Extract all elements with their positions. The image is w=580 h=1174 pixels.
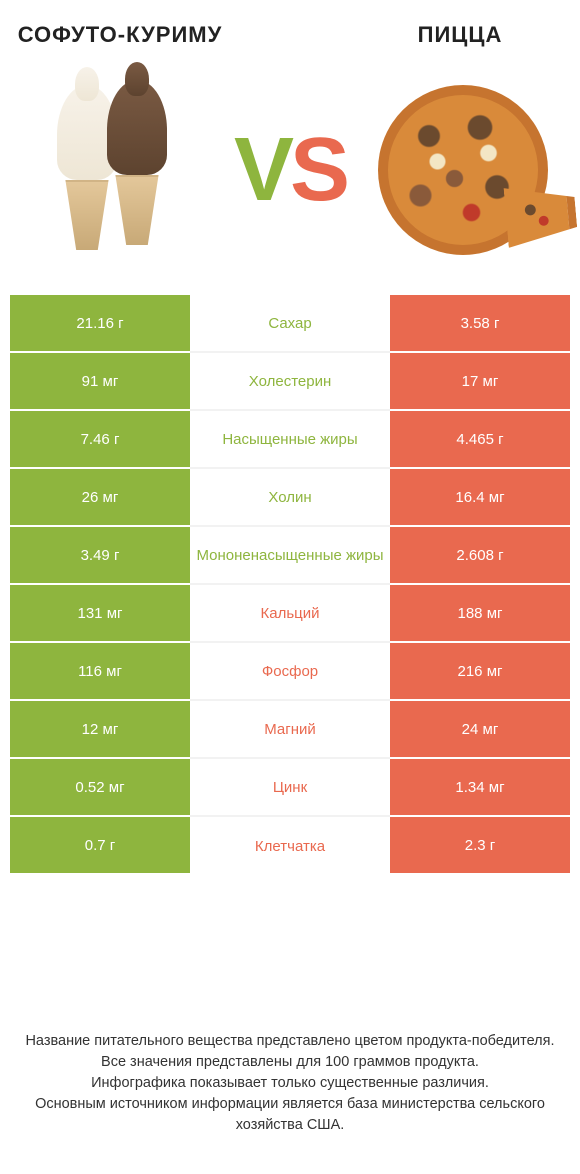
left-value: 0.7 г [10, 817, 190, 875]
table-row: 0.7 гКлетчатка2.3 г [10, 817, 570, 875]
left-value: 116 мг [10, 643, 190, 701]
right-value: 16.4 мг [390, 469, 570, 527]
vs-v: V [234, 120, 290, 220]
left-image [0, 80, 234, 260]
table-row: 131 мгКальций188 мг [10, 585, 570, 643]
left-value: 3.49 г [10, 527, 190, 585]
right-title: ПИЦЦА [340, 22, 580, 48]
left-value: 131 мг [10, 585, 190, 643]
comparison-table: 21.16 гСахар3.58 г91 мгХолестерин17 мг7.… [10, 295, 570, 875]
vs-label: VS [234, 119, 346, 222]
table-row: 91 мгХолестерин17 мг [10, 353, 570, 411]
nutrient-label: Магний [190, 701, 390, 759]
footer-line-1: Название питательного вещества представл… [25, 1033, 554, 1049]
nutrient-label: Клетчатка [190, 817, 390, 875]
left-title: СОФУТО-КУРИМУ [0, 22, 240, 48]
right-value: 4.465 г [390, 411, 570, 469]
table-row: 7.46 гНасыщенные жиры4.465 г [10, 411, 570, 469]
left-value: 12 мг [10, 701, 190, 759]
right-value: 216 мг [390, 643, 570, 701]
nutrient-label: Холестерин [190, 353, 390, 411]
nutrient-label: Холин [190, 469, 390, 527]
table-row: 21.16 гСахар3.58 г [10, 295, 570, 353]
pizza-slice-icon [504, 182, 579, 248]
table-row: 0.52 мгЦинк1.34 мг [10, 759, 570, 817]
nutrient-label: Сахар [190, 295, 390, 353]
soft-serve-icon [47, 80, 187, 260]
left-value: 0.52 мг [10, 759, 190, 817]
footer-line-2: Все значения представлены для 100 граммо… [101, 1054, 479, 1070]
table-row: 12 мгМагний24 мг [10, 701, 570, 759]
right-value: 17 мг [390, 353, 570, 411]
footer-text: Название питательного вещества представл… [0, 1031, 580, 1136]
footer-line-4: Основным источником информации является … [35, 1096, 545, 1133]
table-row: 116 мгФосфор216 мг [10, 643, 570, 701]
left-value: 26 мг [10, 469, 190, 527]
vs-s: S [290, 120, 346, 220]
header: СОФУТО-КУРИМУ ПИЦЦА [0, 0, 580, 70]
nutrient-label: Мононенасыщенные жиры [190, 527, 390, 585]
left-value: 7.46 г [10, 411, 190, 469]
right-value: 24 мг [390, 701, 570, 759]
right-value: 2.3 г [390, 817, 570, 875]
right-value: 1.34 мг [390, 759, 570, 817]
right-image [346, 85, 580, 255]
nutrient-label: Фосфор [190, 643, 390, 701]
images-row: VS [0, 70, 580, 270]
table-row: 26 мгХолин16.4 мг [10, 469, 570, 527]
nutrient-label: Цинк [190, 759, 390, 817]
pizza-icon [378, 85, 548, 255]
table-row: 3.49 гМононенасыщенные жиры2.608 г [10, 527, 570, 585]
left-value: 21.16 г [10, 295, 190, 353]
nutrient-label: Кальций [190, 585, 390, 643]
footer-line-3: Инфографика показывает только существенн… [91, 1075, 489, 1091]
right-value: 2.608 г [390, 527, 570, 585]
right-value: 188 мг [390, 585, 570, 643]
nutrient-label: Насыщенные жиры [190, 411, 390, 469]
right-value: 3.58 г [390, 295, 570, 353]
left-value: 91 мг [10, 353, 190, 411]
